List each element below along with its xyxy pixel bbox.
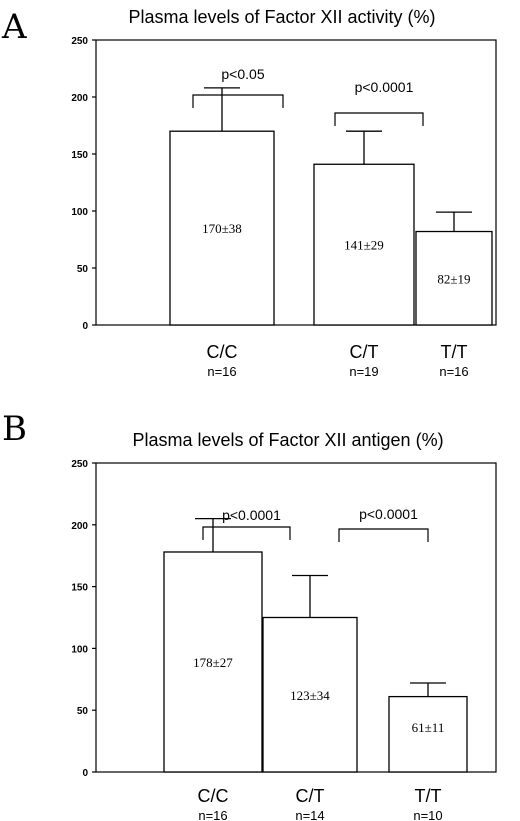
n-label-a-2: n=16 — [439, 364, 468, 379]
bar-value-label-b-2: 61±11 — [412, 720, 445, 735]
panel-letter-b: B — [2, 409, 27, 449]
bar-b-2 — [388, 695, 468, 773]
bar-b-0 — [163, 551, 263, 773]
bar-value-label-b-0: 178±27 — [193, 655, 233, 670]
n-label-b-0: n=16 — [198, 808, 227, 821]
significance-bracket-a-1 — [334, 112, 424, 126]
category-label-a-0: C/C — [207, 342, 238, 362]
n-label-a-1: n=19 — [349, 364, 378, 379]
y-tick-label-a-4: 200 — [71, 93, 88, 104]
n-label-a-0: n=16 — [207, 364, 236, 379]
y-tick-label-b-0: 0 — [82, 768, 88, 779]
plot-frame-a — [95, 39, 497, 326]
bar-value-label-a-1: 141±29 — [344, 238, 384, 253]
significance-bracket-a-0 — [192, 94, 284, 108]
category-label-b-0: C/C — [198, 786, 229, 806]
category-label-a-2: T/T — [441, 342, 468, 362]
bar-b-1 — [262, 616, 358, 773]
bar-value-label-a-0: 170±38 — [202, 221, 242, 236]
y-tick-label-b-4: 200 — [71, 521, 88, 532]
y-tick-label-a-0: 0 — [82, 321, 88, 332]
bar-value-label-b-1: 123±34 — [290, 688, 330, 703]
panel-letter-a: A — [1, 7, 27, 47]
y-tick-label-b-3: 150 — [71, 583, 88, 594]
y-tick-label-a-3: 150 — [71, 150, 88, 161]
p-value-label-a-0: p<0.05 — [221, 66, 264, 82]
y-tick-label-a-5: 250 — [71, 36, 88, 47]
category-label-b-2: T/T — [415, 786, 442, 806]
category-label-a-1: C/T — [350, 342, 379, 362]
chart-title-a: Plasma levels of Factor XII activity (%) — [128, 7, 435, 27]
chart-title-b: Plasma levels of Factor XII antigen (%) — [132, 430, 443, 450]
significance-bracket-b-1 — [338, 528, 429, 542]
bar-a-2 — [415, 230, 493, 326]
y-tick-label-b-1: 50 — [77, 706, 89, 717]
bar-value-label-a-2: 82±19 — [437, 271, 470, 286]
y-tick-label-b-2: 100 — [71, 644, 88, 655]
p-value-label-b-1: p<0.0001 — [359, 506, 418, 522]
p-value-label-a-1: p<0.0001 — [355, 79, 414, 95]
significance-bracket-b-0 — [202, 526, 291, 540]
y-tick-label-b-5: 250 — [71, 459, 88, 470]
n-label-b-2: n=10 — [413, 808, 442, 821]
y-tick-label-a-1: 50 — [77, 264, 89, 275]
y-tick-label-a-2: 100 — [71, 207, 88, 218]
category-label-b-1: C/T — [296, 786, 325, 806]
p-value-label-b-0: p<0.0001 — [222, 507, 281, 523]
n-label-b-1: n=14 — [295, 808, 324, 821]
